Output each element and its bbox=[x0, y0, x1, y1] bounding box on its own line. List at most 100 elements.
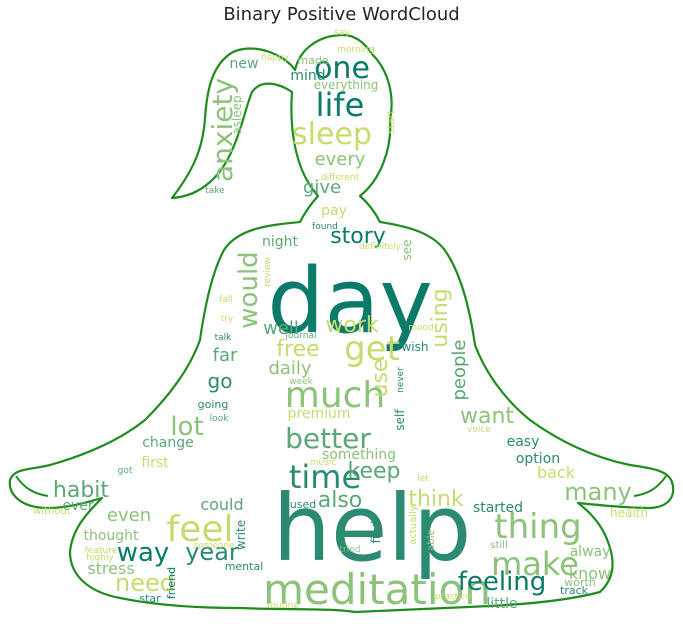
word-found: found bbox=[312, 222, 338, 232]
word-tried: tried bbox=[340, 545, 361, 555]
word-see: see bbox=[400, 239, 414, 260]
word-use: use bbox=[368, 359, 393, 398]
word-change: change bbox=[142, 435, 194, 451]
word-fall: fall bbox=[219, 295, 233, 305]
word-first: first bbox=[141, 455, 169, 471]
word-pay: pay bbox=[321, 203, 347, 219]
word-year: year bbox=[185, 538, 239, 566]
word-try: try bbox=[221, 314, 234, 324]
word-look: look bbox=[210, 414, 230, 424]
word-want: want bbox=[460, 404, 514, 429]
word-go: go bbox=[208, 369, 233, 393]
word-without: without bbox=[33, 506, 71, 517]
word-need: need bbox=[115, 569, 175, 597]
word-take: take bbox=[205, 186, 225, 196]
word-could: could bbox=[200, 495, 243, 514]
word-alway: alway bbox=[570, 544, 611, 560]
right-hand-outline bbox=[633, 475, 667, 497]
word-lot: lot bbox=[170, 412, 203, 442]
word-health: health bbox=[610, 506, 648, 520]
word-time: time bbox=[289, 458, 361, 496]
word-write: write bbox=[234, 520, 248, 550]
word-able: able bbox=[426, 529, 437, 550]
word-someone: someone bbox=[193, 541, 235, 551]
word-free: free bbox=[276, 337, 319, 362]
word-stress: stress bbox=[87, 559, 134, 578]
word-worth: worth bbox=[564, 576, 596, 589]
word-got: got bbox=[118, 466, 133, 476]
word-think: think bbox=[408, 487, 464, 512]
word-find: find bbox=[369, 521, 383, 544]
word-better: better bbox=[285, 422, 371, 455]
word-thing: thing bbox=[494, 507, 581, 547]
word-back: back bbox=[537, 463, 576, 482]
word-one: one bbox=[314, 51, 370, 86]
word-wish: wish bbox=[401, 340, 428, 354]
word-journal: journal bbox=[285, 331, 317, 341]
word-highly: highly bbox=[86, 553, 114, 563]
word-still: still bbox=[490, 540, 507, 551]
word-people: people bbox=[449, 339, 470, 400]
word-much: much bbox=[285, 375, 386, 416]
meditation-silhouette-outline bbox=[8, 33, 675, 614]
word-make: make bbox=[491, 545, 579, 583]
word-morning: morning bbox=[337, 45, 374, 55]
word-never: never bbox=[396, 367, 406, 393]
word-work: work bbox=[325, 313, 378, 338]
word-week: week bbox=[289, 377, 313, 387]
left-hand-outline bbox=[15, 475, 49, 497]
word-voice: voice bbox=[467, 425, 491, 435]
word-day: day bbox=[267, 249, 433, 354]
word-routine: routine bbox=[267, 601, 299, 611]
word-far: far bbox=[213, 345, 238, 366]
word-talk: talk bbox=[215, 333, 233, 343]
word-many: many bbox=[564, 478, 632, 506]
word-get: get bbox=[344, 329, 400, 369]
word-used: used bbox=[290, 498, 316, 511]
word-story: story bbox=[330, 224, 386, 249]
word-happy: happy bbox=[261, 53, 290, 63]
word-night: night bbox=[262, 234, 299, 250]
word-asleep: asleep bbox=[230, 95, 244, 134]
word-mind: mind bbox=[290, 68, 325, 84]
word-start: start bbox=[386, 110, 397, 133]
word-well: well bbox=[263, 318, 299, 339]
word-every: every bbox=[315, 149, 366, 170]
word-give: give bbox=[303, 177, 341, 198]
word-sleep: sleep bbox=[292, 117, 372, 152]
word-say: say bbox=[334, 28, 350, 38]
word-keep: keep bbox=[348, 459, 401, 484]
word-something: something bbox=[322, 447, 396, 463]
word-mental: mental bbox=[225, 560, 264, 573]
word-even: even bbox=[107, 505, 151, 526]
word-going: going bbox=[198, 398, 229, 411]
word-easy: easy bbox=[507, 434, 540, 450]
chart-title: Binary Positive WordCloud bbox=[223, 4, 460, 25]
word-daily: daily bbox=[268, 358, 311, 379]
word-premium: premium bbox=[288, 406, 351, 422]
word-made: made bbox=[297, 54, 328, 67]
word-started: started bbox=[473, 500, 523, 516]
word-music: music bbox=[310, 458, 337, 468]
word-habit: habit bbox=[53, 478, 110, 503]
word-also: also bbox=[318, 488, 363, 513]
word-friend: friend bbox=[165, 567, 178, 599]
word-would: would bbox=[234, 251, 264, 328]
word-using: using bbox=[428, 288, 453, 347]
word-everything: everything bbox=[314, 78, 379, 92]
word-track: track bbox=[560, 584, 589, 597]
word-actually: actually bbox=[408, 505, 419, 545]
word-new: new bbox=[230, 56, 259, 72]
word-meditation: meditation bbox=[263, 565, 491, 614]
word-review: review bbox=[263, 257, 273, 287]
word-ever: ever bbox=[62, 498, 94, 514]
word-practice: practice bbox=[435, 592, 472, 602]
word-thought: thought bbox=[83, 528, 139, 544]
word-definitely: definitely bbox=[359, 242, 402, 252]
word-know: know bbox=[569, 564, 611, 583]
word-different: different bbox=[321, 173, 360, 183]
word-anxiety: anxiety bbox=[206, 78, 239, 182]
word-mood: mood bbox=[408, 323, 434, 333]
